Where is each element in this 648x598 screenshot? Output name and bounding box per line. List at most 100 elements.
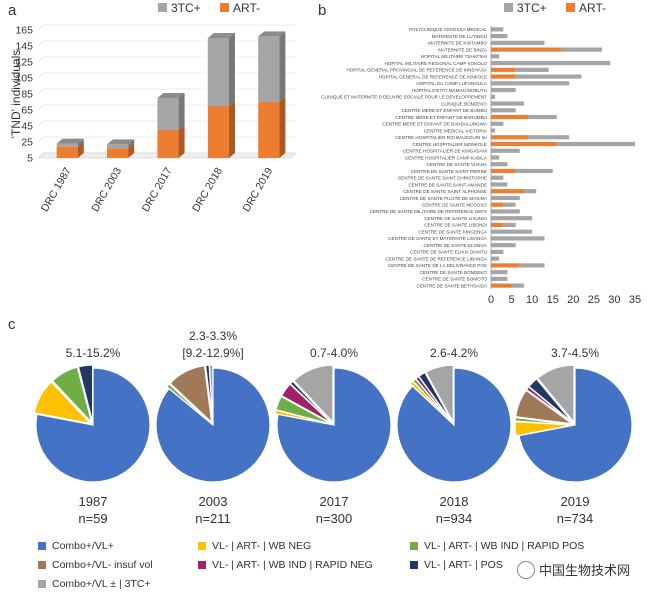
pie-slice xyxy=(155,367,271,483)
bar-segment xyxy=(491,81,570,86)
pie-n-label: n=934 xyxy=(436,511,473,526)
gridline xyxy=(37,56,296,63)
legend-swatch xyxy=(220,3,229,12)
pie-slice xyxy=(536,364,575,424)
bar-segment xyxy=(528,135,570,140)
bar-side xyxy=(279,97,286,158)
pie-range-label: 5.1-15.2% xyxy=(66,346,121,360)
category-label: CENTRE HOSPITALIER MONKOLE xyxy=(413,142,487,147)
legend-swatch xyxy=(198,542,206,550)
bar-top xyxy=(107,139,135,145)
legend-swatch xyxy=(504,3,513,12)
bar-segment xyxy=(258,102,280,158)
pie-slice xyxy=(276,367,392,483)
y-axis-label: 'TND' individuals xyxy=(9,50,23,139)
bar-segment xyxy=(107,144,129,149)
category-label: CENTRE MEDICAL VICTORIA xyxy=(424,128,488,133)
bar-segment xyxy=(491,67,516,72)
bar-segment xyxy=(491,168,516,174)
category-label: CENTRE DE SANTE ET MATERNITE LISANGA xyxy=(388,236,488,241)
category-label: CENTRE DE SANTE DE REFERENCE LIBANGA xyxy=(385,256,488,261)
pie-slice xyxy=(77,364,94,423)
x-tick-label: 30 xyxy=(608,294,620,306)
pie-year-label: 2019 xyxy=(561,494,590,509)
pie-year-label: 2017 xyxy=(320,494,349,509)
category-label: HOPITAL DU CAMP LUFUNGULA xyxy=(416,81,488,86)
bar-segment xyxy=(519,263,545,268)
legend-swatch xyxy=(410,542,418,550)
category-label: CENTRE DE SANTE KINGENGA xyxy=(418,229,488,234)
bar-segment xyxy=(491,276,508,281)
legend-label: 3TC+ xyxy=(171,1,201,15)
pie-range-label: 2.6-4.2% xyxy=(430,346,478,360)
legend-label: ART- xyxy=(233,1,260,15)
category-label: CENTRE HOSPITALIER CAMP KABILA xyxy=(405,155,488,160)
bar-segment xyxy=(207,38,229,106)
x-tick-label: DRC 2018 xyxy=(190,165,225,214)
category-label: CENTRE MERE ET ENFANT DE BUMBU xyxy=(402,108,487,113)
bar-segment xyxy=(491,27,504,32)
legend-item-rapid-neg: VL- | ART- | WB IND | RAPID NEG xyxy=(198,559,373,571)
bar-segment xyxy=(491,263,520,268)
category-label: CLINIQUE BONDEKO xyxy=(441,101,487,106)
bar-segment xyxy=(491,114,529,120)
bar-side xyxy=(279,31,286,102)
pie-n-label: n=59 xyxy=(78,511,107,526)
bar-segment xyxy=(491,101,524,106)
category-label: CENTRE DE SANTE VIJANA xyxy=(427,162,488,167)
legend-item-insuf-vol: Combo+/VL- insuf vol xyxy=(38,559,153,571)
category-label: CENTRE DE SANTE BETHSAIDA xyxy=(417,283,488,288)
pie-range-label: 3.7-4.5% xyxy=(551,346,599,360)
bar-segment xyxy=(491,283,512,288)
bar-segment xyxy=(157,130,179,158)
category-label: HOPITAL GENERAL PROVINCIAL DE REFERENCE … xyxy=(346,68,488,73)
category-label: MATERNITE DE BINZA xyxy=(438,47,488,52)
y-tick-label: 145 xyxy=(15,41,33,53)
bar-segment xyxy=(157,98,179,130)
bar-side xyxy=(128,143,135,158)
bar-segment xyxy=(503,202,516,207)
x-tick-label: 35 xyxy=(629,294,641,306)
category-label: HOPITAL D'ETAT MAMAN MOBUTU xyxy=(412,88,487,93)
pie-slice xyxy=(424,364,454,423)
legend-swatch xyxy=(410,561,418,569)
bar-segment xyxy=(528,114,557,120)
pie-slice xyxy=(165,383,212,424)
category-label: CENTRE MERE ET ENFANT DE BARUMBU xyxy=(395,115,487,120)
bar-segment xyxy=(56,143,78,147)
legend-label: ART- xyxy=(579,1,606,15)
x-tick-label: DRC 1987 xyxy=(39,165,74,214)
bar-segment xyxy=(491,87,516,93)
pie-slice xyxy=(528,378,574,424)
watermark-text: 中国生物技术网 xyxy=(538,563,630,578)
category-label: POLYCLINIQUE ASSOSSA MEDICAL xyxy=(409,27,487,32)
x-tick-label: DRC 2019 xyxy=(240,165,275,214)
gridline xyxy=(37,72,296,79)
legend-item-3tc: Combo+/VL ± | 3TC+ xyxy=(38,578,151,590)
bar-segment xyxy=(491,175,504,180)
y-tick-label: 105 xyxy=(15,73,33,85)
bar-segment xyxy=(491,229,533,234)
legend-label: 3TC+ xyxy=(517,1,547,15)
legend-swatch xyxy=(566,3,575,12)
y-tick-label: 5 xyxy=(27,153,33,165)
pie-slice xyxy=(51,366,93,423)
x-tick-label: DRC 2003 xyxy=(89,165,124,214)
bar-segment xyxy=(491,162,508,167)
category-label: CENTRE DE SANTE MOSOSO xyxy=(422,203,488,208)
bar-segment xyxy=(491,182,508,187)
category-label: HOPITAL MILITAIRE TSHATSHI xyxy=(421,54,487,59)
bar-side xyxy=(128,139,135,149)
y-tick-label: 25 xyxy=(21,137,33,149)
category-label: CENTRE DE SANTE SAINT CHRISTOPHE xyxy=(398,176,487,181)
bar-segment xyxy=(491,249,504,255)
bar-segment xyxy=(515,74,582,79)
pie-year-label: 1987 xyxy=(79,494,108,509)
category-label: CENTRE DE SANTE ELIKIA DIANTU xyxy=(410,250,487,255)
bar-segment xyxy=(56,146,78,158)
pie-n-label: n=734 xyxy=(557,511,594,526)
bar-segment xyxy=(491,243,516,248)
pie-range-label-2: [9.2-12.9%] xyxy=(182,346,243,360)
bar-segment xyxy=(258,36,280,102)
x-tick-label: 15 xyxy=(547,294,559,306)
